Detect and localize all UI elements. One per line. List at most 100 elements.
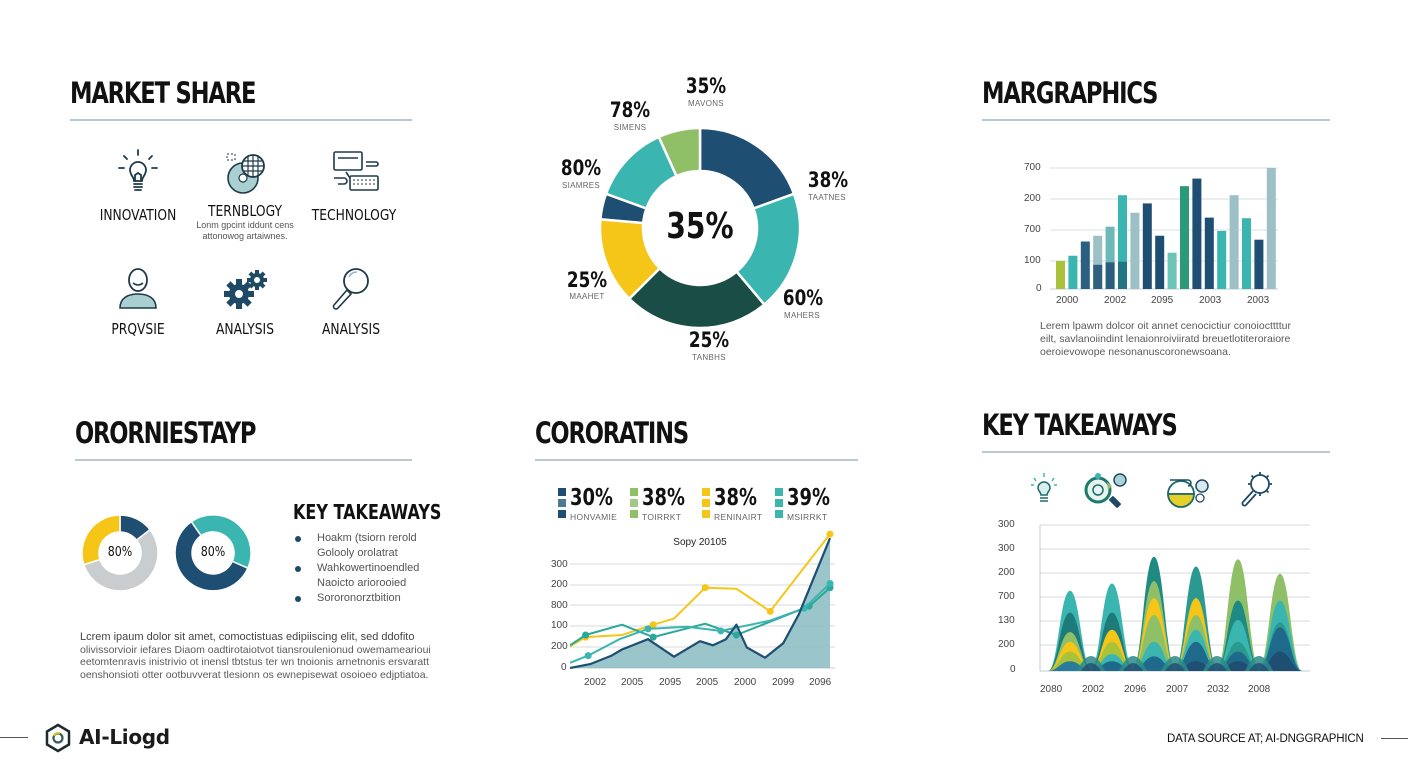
stream-x-tick-1: 2002 [1082, 684, 1105, 695]
bullet-icon [295, 536, 301, 542]
ororniestayp-rule [75, 459, 412, 461]
margraphics-desc-line-1: Lerem lpawm dolcor oit annet cenocictiur… [1040, 320, 1291, 332]
line-y-tick-4: 200 [551, 579, 568, 590]
bar [1130, 212, 1140, 289]
margraphics-desc-line-3: oeroievowope nesonanuscoronewsoana. [1040, 346, 1231, 358]
small-donut-2-svg [174, 514, 252, 592]
takeaway-item-2: Wahkowertinoendled Naoicto ariorooied [295, 561, 420, 591]
callout-label-6: SIAMRES [561, 181, 601, 190]
line-chart-svg [570, 530, 835, 670]
callout-label-1: MAVONS [688, 99, 724, 108]
market-share-rule [70, 119, 412, 121]
ororniestayp-title: ORORNIESTAYP [75, 416, 256, 450]
bar-chart-svg [1050, 167, 1278, 290]
key-takeaways-subtitle: KEY TAKEAWAYS [293, 500, 442, 524]
callout-value-2: 38% [807, 168, 849, 192]
margraphics-desc-line-2: eilt, savlanoiindint lenaionroiviiratd b… [1040, 333, 1291, 345]
ororniestayp-desc-line-4: oenshonsioti otter ootbuvverat tlesionn … [80, 668, 429, 681]
small-donut-2-label: 80% [200, 545, 226, 560]
bar [1093, 235, 1103, 289]
stat-item-4: 39% MSIRRKT [775, 486, 842, 522]
stream-x-tick-3: 2007 [1166, 684, 1189, 695]
margraphics-rule [982, 119, 1330, 121]
line-y-tick-2: 100 [551, 620, 568, 631]
icon-label-innovation: INNOVATION [99, 206, 177, 224]
stream-x-tick-4: 2032 [1207, 684, 1230, 695]
stat-value-1: 30% [570, 485, 613, 511]
callout-label-2: TAATNES [808, 193, 846, 202]
callout-value-3: 60% [782, 286, 824, 310]
bar [1105, 226, 1115, 289]
bar [1056, 260, 1065, 289]
icon-label-ternblogy: TERNBLOGY [207, 202, 283, 220]
line-y-tick-1: 200 [551, 641, 568, 652]
bar [1118, 195, 1127, 289]
ororniestayp-desc-line-1: Lcrem ipaum dolor sit amet, comoctistuas… [80, 631, 415, 643]
target-magnifier-icon [1084, 473, 1127, 508]
legend-swatch-icon [775, 488, 783, 518]
line-x-tick-6: 2096 [809, 677, 832, 688]
lightbulb-icon [1031, 473, 1057, 502]
callout-value-5: 25% [566, 268, 608, 292]
footer-left-rule [0, 737, 28, 738]
stream-y-tick-1: 200 [998, 639, 1015, 650]
line-chart-title: Sopy 20105 [673, 537, 727, 548]
icon-label-technology: TECHNOLOGY [311, 206, 397, 224]
bar [1180, 186, 1189, 289]
stat-item-1: 30% HONVAMIE [558, 485, 625, 522]
bar [1155, 235, 1165, 289]
cororatins-title: CORORATINS [535, 416, 689, 450]
hexagon-logo-icon [45, 723, 71, 753]
bar [1204, 217, 1214, 289]
callout-value-4: 25% [688, 328, 730, 352]
icon-label-analysis-2: ANALYSIS [321, 320, 381, 338]
stream-x-tick-2: 2096 [1124, 684, 1147, 695]
icon-label-analysis-1: ANALYSIS [215, 320, 275, 338]
stream-chart-svg [1039, 524, 1310, 672]
takeaway-item-1: Hoakm (tsiorn rerold Golooly orolatrat [295, 531, 419, 561]
bar-x-tick-0: 2000 [1056, 295, 1079, 306]
cororatins-rule [535, 459, 858, 461]
legend-swatch-icon [558, 488, 566, 518]
stat-item-3: 38% RENINAIRT [702, 485, 769, 522]
icon-label-prqvsie: PRQVSIE [111, 320, 165, 338]
stream-x-tick-5: 2008 [1248, 684, 1271, 695]
takeaway-2-line-2: Naoicto ariorooied [317, 577, 407, 589]
bar-y-tick-0: 0 [1036, 283, 1042, 294]
takeaway-1-line-2: Golooly orolatrat [317, 547, 398, 559]
bar-y-tick-1: 100 [1024, 255, 1041, 266]
bullet-icon [295, 566, 301, 572]
callout-label-4: TANBHS [692, 353, 726, 362]
callout-label-5: MAAHET [569, 292, 605, 301]
bar [1229, 195, 1239, 289]
bar-x-tick-2: 2095 [1151, 295, 1174, 306]
gears-icon [223, 268, 267, 312]
footer-data-source: DATA SOURCE AT; AI-DNGGRAPHICN [1167, 733, 1364, 745]
donut-center-label: 35% [666, 206, 734, 247]
callout-value-6: 80% [560, 156, 602, 180]
bullet-icon [295, 596, 301, 602]
computer-keyboard-icon [332, 150, 379, 194]
callout-label-3: MAHERS [783, 311, 821, 320]
icon-sub-ternblogy: Lonm gpcint iddunt cens attonowog artaiw… [175, 220, 315, 242]
stream-x-tick-0: 2080 [1040, 684, 1063, 695]
stream-y-tick-4: 200 [998, 567, 1015, 578]
bar-y-tick-4: 700 [1024, 162, 1041, 173]
stat-value-3: 38% [714, 485, 757, 511]
margraphics-description: Lerem lpawm dolcor oit annet cenocictiur… [1040, 320, 1291, 359]
takeaway-2-line-1: Wahkowertinoendled [317, 562, 420, 574]
line-y-tick-5: 300 [551, 559, 568, 570]
ororniestayp-desc-line-2: olivissorvioir iefares Diaom oadtirotaio… [80, 643, 431, 656]
bar [1266, 168, 1276, 289]
icon-sub-line-1: Lonm gpcint iddunt cens [196, 220, 294, 230]
bar [1242, 218, 1251, 289]
line-x-tick-4: 2000 [734, 677, 757, 688]
bar [1142, 203, 1152, 289]
bar-x-tick-1: 2002 [1104, 295, 1127, 306]
stream-y-tick-0: 0 [1010, 664, 1016, 675]
legend-swatch-icon [630, 488, 638, 518]
takeaway-1-line-1: Hoakm (tsiorn rerold [317, 532, 417, 544]
callout-value-1: 35% [685, 74, 727, 98]
line-x-tick-1: 2005 [621, 677, 644, 688]
footer-logo-text: AI-Liogd [79, 725, 170, 749]
